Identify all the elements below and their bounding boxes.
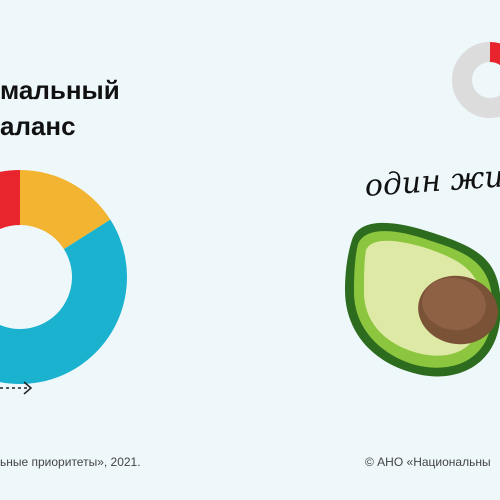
donut: [0, 170, 127, 384]
title-line: аланс: [0, 111, 76, 141]
avocado: [345, 222, 500, 377]
footer-left: ьные приоритеты», 2021.: [0, 455, 141, 469]
donut-segment: [0, 170, 20, 230]
title-line: мальный: [0, 75, 120, 105]
arrow: [0, 381, 33, 395]
donut-segment: [20, 170, 111, 250]
decor-donut: [452, 42, 500, 118]
footer-right: © АНО «Национальны: [365, 455, 491, 469]
donut-segment: [0, 219, 127, 384]
